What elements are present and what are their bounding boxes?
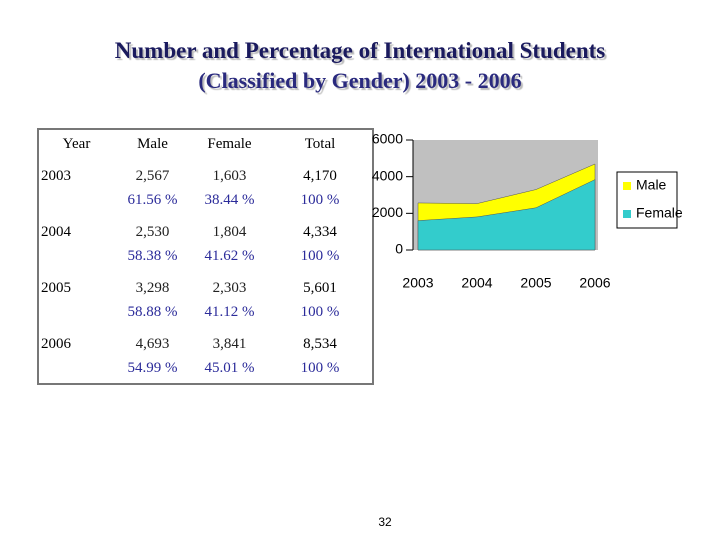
count: 4,334 [303, 224, 337, 240]
y-tick-label: 0 [395, 241, 403, 257]
year-cell: 2003 [41, 168, 71, 184]
value-cell: 3,841 45.01 % [191, 328, 268, 384]
value-cell: 5,601 100 % [268, 272, 373, 328]
y-tick-label: 4000 [372, 167, 403, 183]
percent: 38.44 % [204, 192, 255, 208]
count: 1,804 [212, 224, 247, 240]
y-tick-label: 6000 [372, 131, 403, 147]
legend-label: Female [636, 205, 683, 221]
table-row: 2006 4,693 54.99 % 3,841 45.01 % 8,534 100 % [38, 328, 373, 384]
count: 5,601 [303, 280, 337, 296]
count: 4,693 [135, 336, 170, 352]
value-cell: 4,170 100 % [268, 160, 373, 216]
percent: 100 % [300, 248, 340, 264]
data-table: Year Male Female Total 2003 2,567 61.56 % 1,603… [37, 128, 374, 385]
count: 8,534 [303, 336, 337, 352]
percent: 41.62 % [204, 248, 255, 264]
header-cell: Total [304, 136, 336, 152]
count: 2,567 [135, 168, 170, 184]
percent: 100 % [300, 360, 340, 376]
count: 2,303 [212, 280, 247, 296]
table-row: 2005 3,298 58.88 % 2,303 41.12 % 5,601 100 % [38, 272, 373, 328]
year-cell: 2006 [41, 336, 71, 352]
value-cell: 4,693 54.99 % [114, 328, 191, 384]
table-row: 2003 2,567 61.56 % 1,603 38.44 % 4,170 100 % [38, 160, 373, 216]
header-cell: Year [62, 136, 91, 152]
x-tick-label: 2004 [461, 275, 492, 291]
header-cell: Female [207, 136, 252, 152]
value-cell: 2,567 61.56 % [114, 160, 191, 216]
legend-box [616, 171, 678, 229]
count: 4,170 [303, 168, 337, 184]
year-cell: 2004 [41, 224, 71, 240]
value-cell: 3,298 58.88 % [114, 272, 191, 328]
percent: 41.12 % [204, 304, 255, 320]
value-cell: 2,303 41.12 % [191, 272, 268, 328]
count: 2,530 [135, 224, 170, 240]
value-cell: 8,534 100 % [268, 328, 373, 384]
subtitle: (Classified by Gender) 2003 - 2006 [198, 68, 522, 93]
count: 3,298 [135, 280, 170, 296]
legend-swatch [623, 182, 631, 190]
year-cell: 2005 [41, 280, 71, 296]
x-tick-label: 2003 [402, 275, 433, 291]
count: 1,603 [212, 168, 247, 184]
percent: 58.38 % [127, 248, 178, 264]
legend-label: Male [636, 177, 667, 193]
header-row: Year Male Female Total [38, 129, 373, 160]
x-tick-label: 2005 [520, 275, 551, 291]
x-tick-label: 2006 [579, 275, 610, 291]
count: 3,841 [212, 336, 247, 352]
table-row: 2004 2,530 58.38 % 1,804 41.62 % 4,334 100 % [38, 216, 373, 272]
area [417, 179, 596, 251]
value-cell: 1,804 41.62 % [191, 216, 268, 272]
percent: 54.99 % [127, 360, 178, 376]
value-cell: 2,530 58.38 % [114, 216, 191, 272]
value-cell: 4,334 100 % [268, 216, 373, 272]
percent: 100 % [300, 304, 340, 320]
title: Number and Percentage of International S… [114, 38, 606, 63]
y-tick-label: 2000 [372, 204, 403, 220]
value-cell: 1,603 38.44 % [191, 160, 268, 216]
percent: 100 % [300, 192, 340, 208]
percent: 45.01 % [204, 360, 255, 376]
page-number: 32 [378, 515, 392, 529]
header-cell: Male [137, 136, 168, 152]
percent: 58.88 % [127, 304, 178, 320]
legend-swatch [623, 210, 631, 218]
percent: 61.56 % [127, 192, 178, 208]
